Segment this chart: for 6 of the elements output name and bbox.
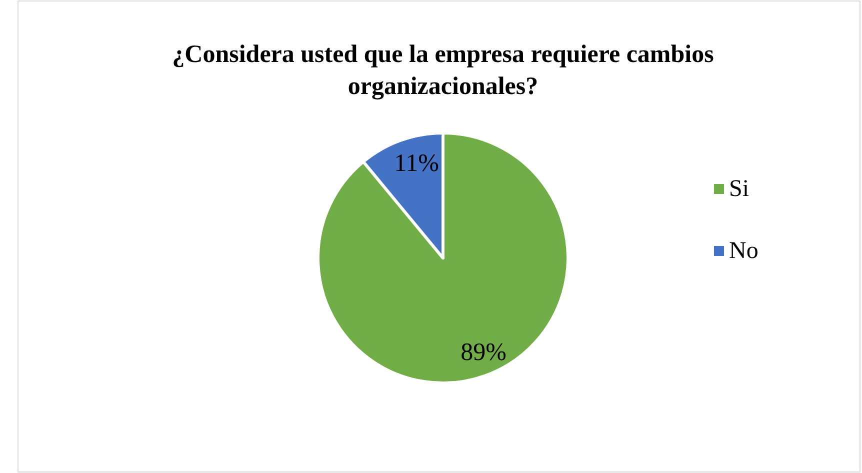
pie-slice bbox=[316, 132, 570, 384]
chart-title: ¿Considera usted que la empresa requiere cambios organizacionales? bbox=[172, 41, 714, 100]
data-label: 89% bbox=[460, 339, 506, 366]
data-label: 11% bbox=[394, 150, 439, 177]
legend-label: No bbox=[729, 238, 758, 264]
legend-label: Si bbox=[729, 176, 750, 202]
